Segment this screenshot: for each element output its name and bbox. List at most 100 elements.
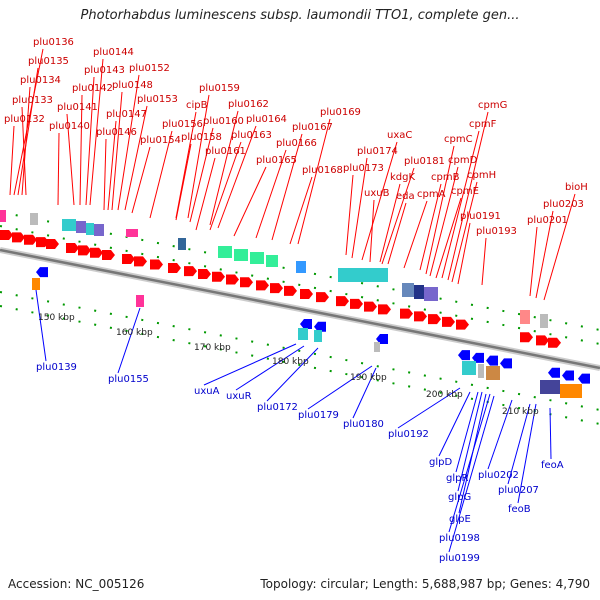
forward-gene-label[interactable]: plu0181 (404, 156, 445, 167)
label-leader-line (21, 86, 31, 196)
forward-gene-label[interactable]: plu0161 (205, 146, 246, 157)
forward-gene-label[interactable]: cpmA (417, 189, 446, 200)
forward-gene-arrow (90, 247, 103, 258)
forward-gene-arrow (78, 245, 91, 256)
forward-gene-label[interactable]: plu0132 (4, 114, 45, 125)
feature-blocks (0, 210, 582, 398)
label-leader-line (9, 125, 15, 196)
forward-gene-label[interactable]: cpmE (451, 186, 479, 197)
reverse-strand-genes (36, 267, 590, 384)
forward-gene-label[interactable]: uxaC (387, 130, 412, 141)
label-leader-line (451, 181, 478, 283)
forward-gene-label[interactable]: cpmG (478, 100, 507, 111)
forward-gene-label[interactable]: plu0169 (320, 107, 361, 118)
forward-gene-label[interactable]: plu0135 (28, 56, 69, 67)
label-leader-line (209, 141, 242, 231)
feature-block (560, 384, 582, 398)
forward-gene-label[interactable]: plu0147 (106, 109, 147, 120)
reverse-gene-label[interactable]: plu0192 (388, 429, 429, 440)
label-leader-line (21, 106, 27, 196)
reverse-gene-label[interactable]: plu0179 (298, 410, 339, 421)
forward-gene-label[interactable]: cpmF (469, 119, 497, 130)
forward-gene-label[interactable]: eda (396, 191, 415, 202)
reverse-gene-arrow (300, 319, 312, 329)
reverse-gene-label[interactable]: plu0199 (439, 553, 480, 564)
forward-gene-label[interactable]: cpmB (431, 172, 460, 183)
reverse-gene-label[interactable]: plu0139 (36, 362, 77, 373)
reverse-gene-label[interactable]: glpD (429, 457, 452, 468)
forward-gene-label[interactable]: cpmD (448, 155, 478, 166)
forward-gene-label[interactable]: plu0146 (96, 127, 137, 138)
forward-gene-label[interactable]: plu0201 (527, 215, 568, 226)
reverse-gene-label[interactable]: plu0198 (439, 533, 480, 544)
forward-gene-label[interactable]: cipB (186, 100, 208, 111)
reverse-gene-label[interactable]: plu0180 (343, 419, 384, 430)
feature-block (250, 252, 264, 264)
forward-gene-label[interactable]: plu0153 (137, 94, 178, 105)
label-leader-line (297, 118, 331, 245)
scale-label: 150 kbp (38, 313, 75, 323)
feature-block (266, 255, 278, 267)
forward-gene-label[interactable]: plu0193 (476, 226, 517, 237)
label-leader-line (131, 146, 151, 214)
label-leader-line (13, 48, 44, 196)
label-leader-line (17, 67, 39, 196)
reverse-gene-label[interactable]: glpG (448, 492, 471, 503)
forward-gene-label[interactable]: plu0158 (181, 132, 222, 143)
scale-label: 160 kbp (116, 328, 153, 338)
label-leader-line (124, 105, 148, 211)
forward-gene-label[interactable]: plu0173 (343, 163, 384, 174)
feature-block (424, 287, 438, 301)
forward-gene-label[interactable]: plu0174 (357, 146, 398, 157)
reverse-gene-label[interactable]: glpR (446, 473, 468, 484)
label-leader-line (107, 120, 117, 211)
reverse-gene-label[interactable]: feoB (508, 504, 531, 515)
forward-gene-label[interactable]: cpmH (467, 170, 496, 181)
forward-gene-label[interactable]: plu0136 (33, 37, 74, 48)
feature-block (86, 223, 94, 235)
forward-gene-label[interactable]: plu0159 (199, 83, 240, 94)
feature-block (298, 328, 308, 340)
forward-gene-label[interactable]: plu0160 (203, 116, 244, 127)
reverse-gene-label[interactable]: plu0172 (257, 402, 298, 413)
forward-gene-label[interactable]: plu0156 (162, 119, 203, 130)
forward-gene-label[interactable]: plu0144 (93, 47, 134, 58)
forward-gene-label[interactable]: plu0168 (302, 165, 343, 176)
reverse-gene-label[interactable]: plu0202 (478, 470, 519, 481)
forward-gene-arrow (198, 268, 211, 279)
forward-gene-arrow (36, 237, 49, 248)
forward-gene-label[interactable]: uxuB (364, 188, 390, 199)
forward-gene-label[interactable]: plu0163 (231, 130, 272, 141)
forward-gene-label[interactable]: plu0203 (543, 199, 584, 210)
label-leader-line (89, 58, 104, 206)
scale-label: 180 kbp (272, 357, 309, 367)
forward-gene-label[interactable]: plu0133 (12, 95, 53, 106)
forward-gene-label[interactable]: plu0140 (49, 121, 90, 132)
forward-gene-label[interactable]: plu0164 (246, 114, 287, 125)
reverse-gene-label[interactable]: feoA (541, 460, 564, 471)
forward-gene-label[interactable]: bioH (565, 182, 588, 193)
reverse-gene-label[interactable]: plu0207 (498, 485, 539, 496)
reverse-gene-label[interactable]: uxuA (194, 386, 220, 397)
forward-gene-label[interactable]: plu0191 (460, 211, 501, 222)
forward-gene-label[interactable]: plu0142 (72, 83, 113, 94)
forward-gene-label[interactable]: plu0154 (140, 135, 181, 146)
reverse-gene-label[interactable]: plu0155 (108, 374, 149, 385)
forward-gene-label[interactable]: plu0152 (129, 63, 170, 74)
forward-gene-label[interactable]: plu0141 (57, 102, 98, 113)
forward-gene-arrow (520, 332, 533, 343)
forward-gene-label[interactable]: kdgK (390, 172, 415, 183)
forward-gene-arrow (336, 296, 349, 307)
forward-gene-label[interactable]: plu0134 (20, 75, 61, 86)
forward-gene-label[interactable]: plu0167 (292, 122, 333, 133)
forward-gene-label[interactable]: plu0162 (228, 99, 269, 110)
label-leader-line (487, 399, 513, 470)
forward-gene-label[interactable]: plu0165 (256, 155, 297, 166)
forward-gene-arrow (400, 308, 413, 319)
forward-gene-label[interactable]: plu0148 (112, 80, 153, 91)
forward-gene-label[interactable]: plu0166 (276, 138, 317, 149)
reverse-gene-label[interactable]: glpE (449, 514, 471, 525)
reverse-gene-label[interactable]: uxuR (226, 391, 252, 402)
forward-gene-label[interactable]: plu0143 (84, 65, 125, 76)
forward-gene-label[interactable]: cpmC (444, 134, 473, 145)
